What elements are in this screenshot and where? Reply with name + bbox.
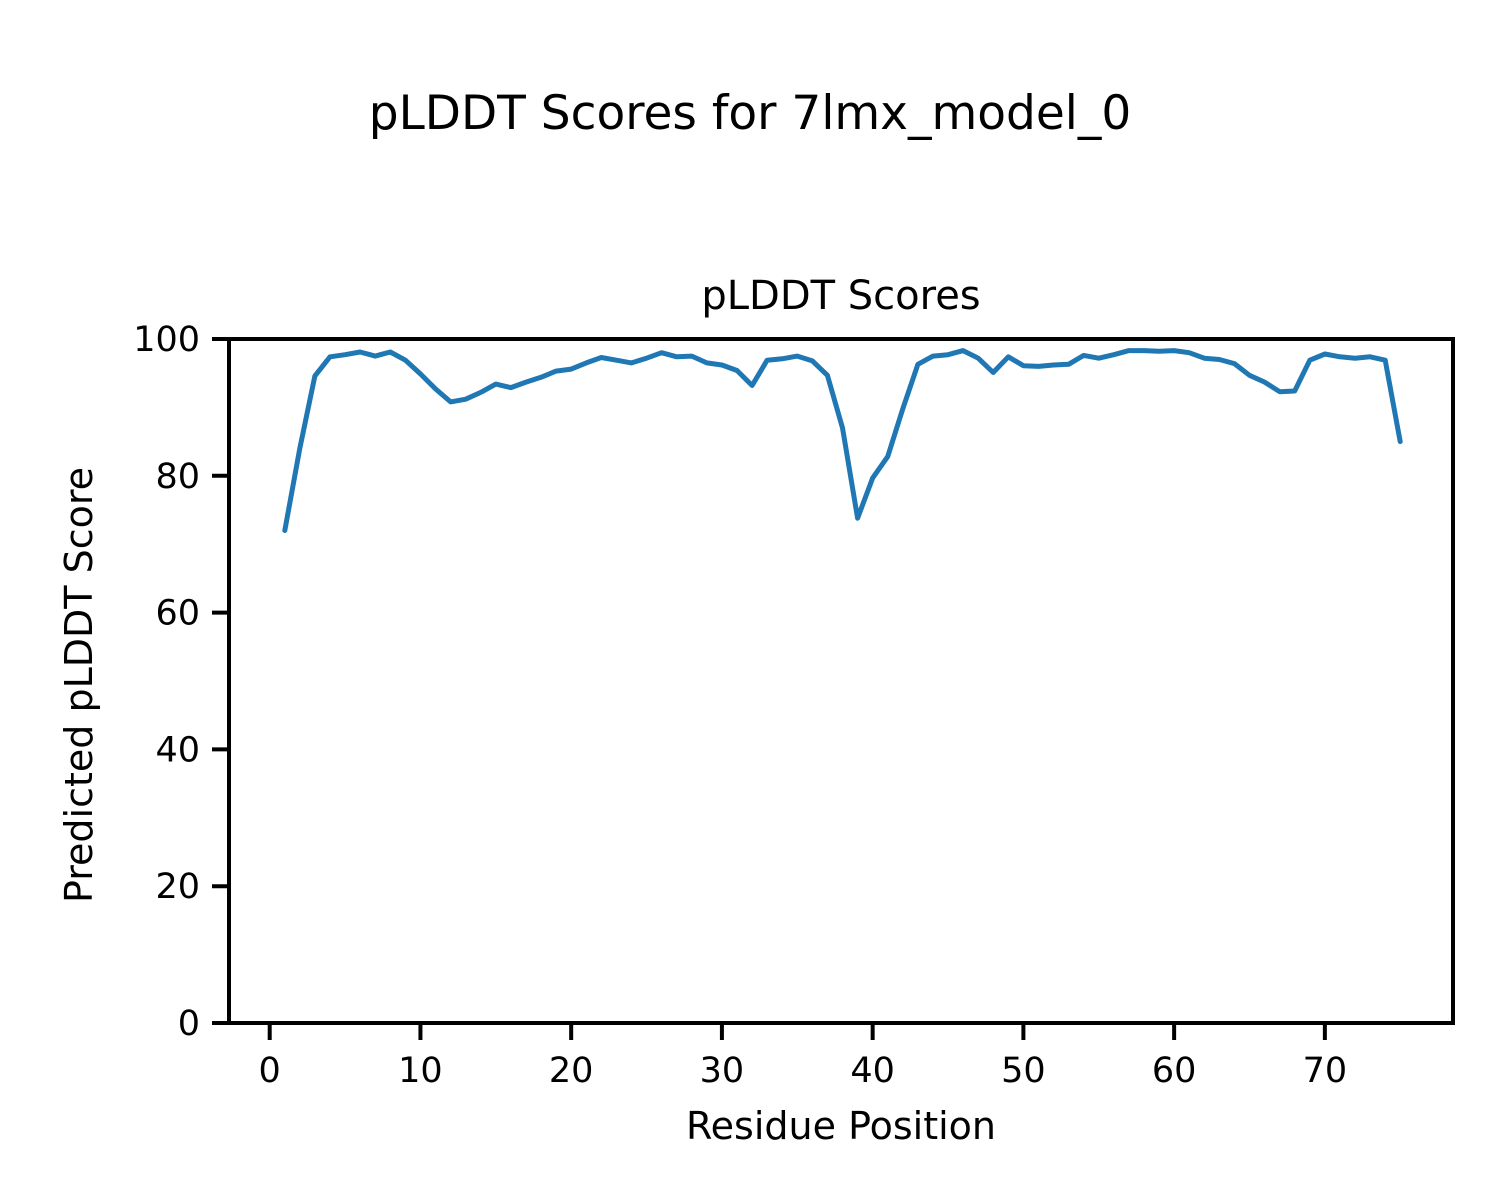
x-tick-label: 70 (1303, 1051, 1348, 1091)
y-tick-label: 40 (155, 730, 200, 770)
y-tick-label: 20 (155, 867, 200, 907)
x-tick-label: 30 (700, 1051, 745, 1091)
plot-border (227, 337, 1455, 1025)
y-tick-label: 0 (178, 1004, 200, 1044)
axes-title: pLDDT Scores (701, 273, 981, 319)
figure-title: pLDDT Scores for 7lmx_model_0 (368, 86, 1132, 141)
x-axis-label: Residue Position (685, 1104, 997, 1148)
y-axis-label: Predicted pLDDT Score (57, 467, 101, 903)
x-tick-label: 0 (259, 1051, 281, 1091)
x-tick-label: 20 (549, 1051, 594, 1091)
x-tick-label: 10 (398, 1051, 443, 1091)
plddt-line (282, 348, 1403, 533)
y-tick-label: 80 (155, 457, 200, 497)
x-tick-label: 40 (850, 1051, 895, 1091)
x-tick-label: 50 (1001, 1051, 1046, 1091)
y-tick-label: 100 (133, 320, 200, 360)
y-tick-label: 60 (155, 594, 200, 634)
x-tick-label: 60 (1152, 1051, 1197, 1091)
